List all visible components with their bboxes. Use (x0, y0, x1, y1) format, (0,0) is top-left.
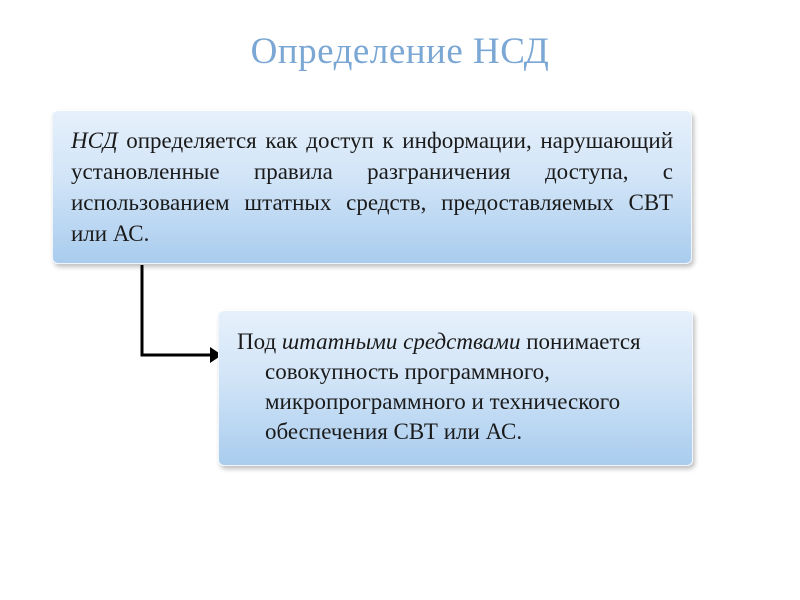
definition2-lead-term: штатными средствами (282, 329, 521, 354)
definition-box-nsd: НСД определяется как доступ к информации… (52, 110, 692, 264)
definition-lead-term: НСД (71, 128, 118, 153)
definition-box-means: Под штатными средствами понимается совок… (218, 310, 693, 466)
connector-arrow (132, 265, 222, 385)
definition-text: определяется как доступ к информации, на… (71, 128, 673, 246)
page-title: Определение НСД (0, 0, 800, 73)
definition2-prefix: Под (237, 329, 282, 354)
